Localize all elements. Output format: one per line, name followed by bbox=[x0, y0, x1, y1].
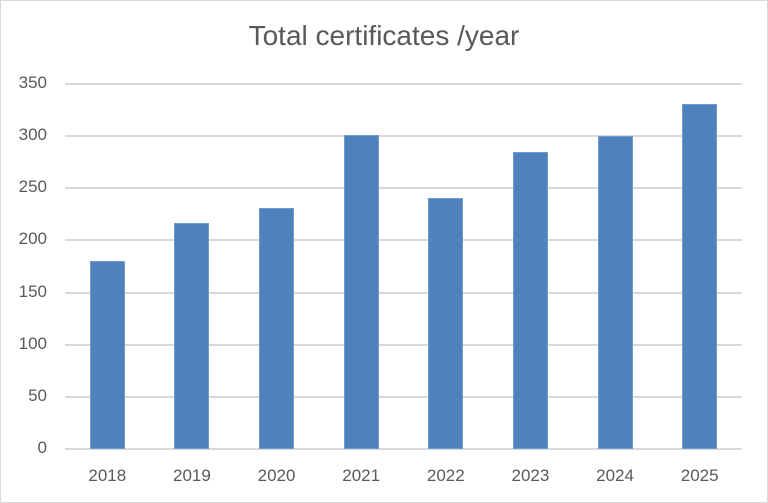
bar-2022 bbox=[428, 197, 464, 449]
x-tick-label: 2021 bbox=[342, 466, 381, 485]
x-tick-label: 2018 bbox=[88, 466, 127, 485]
y-tick-label: 100 bbox=[18, 333, 47, 353]
gridline bbox=[65, 239, 742, 242]
gridline bbox=[65, 187, 742, 190]
bar-2025 bbox=[682, 103, 718, 449]
x-tick-label: 2022 bbox=[426, 466, 465, 485]
bar-2023 bbox=[512, 151, 548, 449]
gridline bbox=[65, 291, 742, 294]
x-tick-label: 2024 bbox=[596, 466, 634, 485]
gridline bbox=[65, 135, 742, 138]
bar-2024 bbox=[597, 136, 633, 449]
gridline bbox=[65, 395, 742, 398]
bar-2020 bbox=[259, 208, 295, 449]
y-tick-label: 150 bbox=[18, 281, 47, 301]
y-tick-label: 200 bbox=[18, 229, 47, 249]
y-tick-label: 350 bbox=[18, 73, 47, 92]
y-tick-label: 250 bbox=[18, 177, 47, 197]
bar-2021 bbox=[343, 135, 379, 449]
x-tick-label: 2020 bbox=[257, 466, 296, 485]
y-tick-label: 0 bbox=[37, 438, 47, 457]
bar-2018 bbox=[89, 261, 125, 449]
plot-area bbox=[65, 83, 742, 450]
x-tick-label: 2023 bbox=[511, 466, 550, 485]
bar-2019 bbox=[174, 222, 210, 449]
y-tick-label: 50 bbox=[28, 385, 47, 405]
gridline bbox=[65, 343, 742, 346]
gridline bbox=[65, 448, 742, 450]
x-tick-label: 2019 bbox=[173, 466, 211, 485]
x-tick-label: 2025 bbox=[680, 466, 719, 485]
gridline bbox=[65, 83, 742, 85]
y-tick-label: 300 bbox=[18, 125, 47, 145]
chart-title: Total certificates /year bbox=[248, 20, 520, 51]
